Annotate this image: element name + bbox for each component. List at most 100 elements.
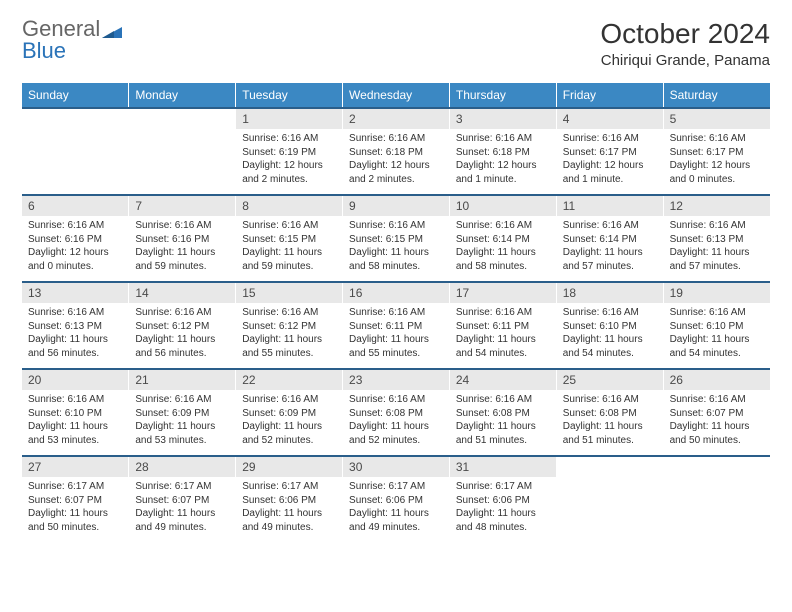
sunset-text: Sunset: 6:16 PM: [135, 233, 229, 247]
detail-row: Sunrise: 6:16 AMSunset: 6:10 PMDaylight:…: [22, 390, 770, 456]
day-number: 11: [556, 196, 663, 216]
sunset-text: Sunset: 6:18 PM: [456, 146, 550, 160]
sunset-text: Sunset: 6:09 PM: [135, 407, 229, 421]
daylight-text: Daylight: 11 hours and 49 minutes.: [135, 507, 229, 534]
logo-icon: [102, 26, 124, 40]
empty-cell: [663, 457, 770, 477]
daylight-text: Daylight: 11 hours and 54 minutes.: [563, 333, 657, 360]
logo-word-1: General: [22, 18, 100, 40]
sunset-text: Sunset: 6:06 PM: [242, 494, 336, 508]
sunrise-text: Sunrise: 6:16 AM: [563, 132, 657, 146]
daylight-text: Daylight: 12 hours and 2 minutes.: [349, 159, 443, 186]
daylight-text: Daylight: 11 hours and 58 minutes.: [349, 246, 443, 273]
day-number: 23: [343, 370, 450, 390]
day-cell: Sunrise: 6:16 AMSunset: 6:11 PMDaylight:…: [343, 303, 450, 369]
header: GeneralBlue October 2024 Chiriqui Grande…: [22, 18, 770, 69]
day-number: 8: [236, 196, 343, 216]
sunrise-text: Sunrise: 6:16 AM: [349, 393, 443, 407]
day-number: 9: [343, 196, 450, 216]
day-cell: Sunrise: 6:17 AMSunset: 6:07 PMDaylight:…: [22, 477, 129, 542]
sunrise-text: Sunrise: 6:16 AM: [135, 393, 229, 407]
sunrise-text: Sunrise: 6:16 AM: [242, 393, 336, 407]
daylight-text: Daylight: 11 hours and 59 minutes.: [135, 246, 229, 273]
day-number: 31: [449, 457, 556, 477]
empty-cell: [556, 477, 663, 542]
sunset-text: Sunset: 6:16 PM: [28, 233, 122, 247]
day-cell: Sunrise: 6:16 AMSunset: 6:16 PMDaylight:…: [22, 216, 129, 282]
day-number: 27: [22, 457, 129, 477]
day-cell: Sunrise: 6:17 AMSunset: 6:07 PMDaylight:…: [129, 477, 236, 542]
daylight-text: Daylight: 11 hours and 48 minutes.: [456, 507, 550, 534]
day-cell: Sunrise: 6:16 AMSunset: 6:13 PMDaylight:…: [22, 303, 129, 369]
empty-cell: [22, 129, 129, 195]
sunrise-text: Sunrise: 6:16 AM: [242, 219, 336, 233]
daylight-text: Daylight: 11 hours and 51 minutes.: [456, 420, 550, 447]
logo-word-2: Blue: [22, 40, 124, 62]
detail-row: Sunrise: 6:16 AMSunset: 6:13 PMDaylight:…: [22, 303, 770, 369]
daylight-text: Daylight: 11 hours and 49 minutes.: [349, 507, 443, 534]
day-number: 2: [343, 109, 450, 129]
sunset-text: Sunset: 6:10 PM: [28, 407, 122, 421]
daylight-text: Daylight: 11 hours and 56 minutes.: [28, 333, 122, 360]
daylight-text: Daylight: 11 hours and 54 minutes.: [670, 333, 764, 360]
logo: GeneralBlue: [22, 18, 124, 62]
daynum-row: 12345: [22, 109, 770, 129]
daynum-row: 13141516171819: [22, 283, 770, 303]
sunrise-text: Sunrise: 6:16 AM: [242, 306, 336, 320]
day-header: Thursday: [449, 83, 556, 108]
daylight-text: Daylight: 12 hours and 2 minutes.: [242, 159, 336, 186]
day-number: 25: [556, 370, 663, 390]
sunset-text: Sunset: 6:15 PM: [349, 233, 443, 247]
day-cell: Sunrise: 6:16 AMSunset: 6:19 PMDaylight:…: [236, 129, 343, 195]
day-number: 16: [343, 283, 450, 303]
sunset-text: Sunset: 6:06 PM: [456, 494, 550, 508]
sunset-text: Sunset: 6:11 PM: [456, 320, 550, 334]
sunrise-text: Sunrise: 6:16 AM: [670, 393, 764, 407]
day-cell: Sunrise: 6:16 AMSunset: 6:12 PMDaylight:…: [236, 303, 343, 369]
daylight-text: Daylight: 11 hours and 58 minutes.: [456, 246, 550, 273]
empty-cell: [556, 457, 663, 477]
day-cell: Sunrise: 6:16 AMSunset: 6:09 PMDaylight:…: [236, 390, 343, 456]
sunrise-text: Sunrise: 6:16 AM: [670, 306, 764, 320]
day-cell: Sunrise: 6:17 AMSunset: 6:06 PMDaylight:…: [343, 477, 450, 542]
sunset-text: Sunset: 6:07 PM: [28, 494, 122, 508]
day-number: 14: [129, 283, 236, 303]
sunrise-text: Sunrise: 6:16 AM: [28, 219, 122, 233]
day-number: 20: [22, 370, 129, 390]
empty-cell: [22, 109, 129, 129]
day-cell: Sunrise: 6:16 AMSunset: 6:12 PMDaylight:…: [129, 303, 236, 369]
day-number: 7: [129, 196, 236, 216]
daylight-text: Daylight: 12 hours and 1 minute.: [563, 159, 657, 186]
daylight-text: Daylight: 11 hours and 53 minutes.: [135, 420, 229, 447]
sunrise-text: Sunrise: 6:16 AM: [28, 393, 122, 407]
sunrise-text: Sunrise: 6:17 AM: [28, 480, 122, 494]
day-cell: Sunrise: 6:16 AMSunset: 6:08 PMDaylight:…: [556, 390, 663, 456]
day-cell: Sunrise: 6:16 AMSunset: 6:08 PMDaylight:…: [343, 390, 450, 456]
empty-cell: [663, 477, 770, 542]
daylight-text: Daylight: 11 hours and 59 minutes.: [242, 246, 336, 273]
day-header: Wednesday: [343, 83, 450, 108]
sunset-text: Sunset: 6:13 PM: [28, 320, 122, 334]
day-number: 12: [663, 196, 770, 216]
daylight-text: Daylight: 11 hours and 50 minutes.: [670, 420, 764, 447]
day-number: 10: [449, 196, 556, 216]
sunrise-text: Sunrise: 6:16 AM: [563, 219, 657, 233]
sunrise-text: Sunrise: 6:16 AM: [135, 306, 229, 320]
day-cell: Sunrise: 6:17 AMSunset: 6:06 PMDaylight:…: [449, 477, 556, 542]
daylight-text: Daylight: 12 hours and 0 minutes.: [670, 159, 764, 186]
day-cell: Sunrise: 6:16 AMSunset: 6:16 PMDaylight:…: [129, 216, 236, 282]
sunset-text: Sunset: 6:17 PM: [670, 146, 764, 160]
day-cell: Sunrise: 6:17 AMSunset: 6:06 PMDaylight:…: [236, 477, 343, 542]
day-header: Friday: [556, 83, 663, 108]
sunrise-text: Sunrise: 6:17 AM: [135, 480, 229, 494]
sunrise-text: Sunrise: 6:16 AM: [349, 132, 443, 146]
sunrise-text: Sunrise: 6:16 AM: [670, 132, 764, 146]
day-number: 18: [556, 283, 663, 303]
daylight-text: Daylight: 11 hours and 52 minutes.: [242, 420, 336, 447]
sunset-text: Sunset: 6:08 PM: [456, 407, 550, 421]
sunrise-text: Sunrise: 6:16 AM: [349, 219, 443, 233]
day-cell: Sunrise: 6:16 AMSunset: 6:10 PMDaylight:…: [663, 303, 770, 369]
day-cell: Sunrise: 6:16 AMSunset: 6:07 PMDaylight:…: [663, 390, 770, 456]
day-cell: Sunrise: 6:16 AMSunset: 6:17 PMDaylight:…: [556, 129, 663, 195]
day-cell: Sunrise: 6:16 AMSunset: 6:11 PMDaylight:…: [449, 303, 556, 369]
